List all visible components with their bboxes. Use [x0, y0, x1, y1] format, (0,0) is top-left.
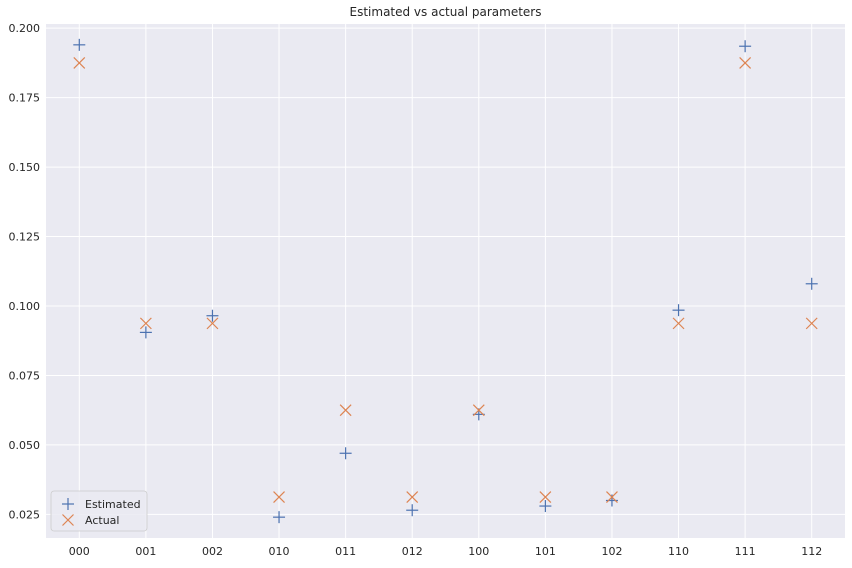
y-tick-label: 0.150 — [9, 161, 41, 174]
actual-point — [539, 491, 552, 503]
x-tick-label: 112 — [801, 545, 822, 558]
x-tick-label: 111 — [735, 545, 756, 558]
y-axis-ticks: 0.025 0.050 0.075 0.100 0.125 0.150 0.175 0.200 — [9, 22, 41, 521]
estimated-point — [206, 309, 219, 322]
x-tick-label: 010 — [269, 545, 290, 558]
y-tick-label: 0.025 — [9, 508, 41, 521]
actual-point — [606, 491, 618, 503]
legend-estimated-marker — [62, 498, 74, 510]
estimated-point — [139, 326, 152, 339]
data-points — [73, 38, 818, 524]
plot-area — [46, 24, 845, 538]
estimated-point — [805, 277, 818, 290]
estimated-point — [539, 500, 552, 513]
actual-point — [406, 491, 419, 503]
estimated-point — [273, 511, 286, 524]
y-tick-label: 0.125 — [9, 231, 41, 244]
grid-lines — [46, 24, 845, 538]
series-actual — [73, 56, 818, 503]
x-tick-label: 011 — [335, 545, 356, 558]
chart-title: Estimated vs actual parameters — [350, 5, 542, 19]
x-tick-label: 012 — [402, 545, 423, 558]
estimated-point — [339, 447, 352, 460]
x-tick-label: 102 — [601, 545, 622, 558]
legend-box — [50, 490, 148, 532]
actual-point — [805, 317, 818, 330]
actual-point — [472, 404, 485, 417]
y-tick-label: 0.075 — [9, 369, 41, 382]
y-tick-label: 0.100 — [9, 300, 41, 313]
x-tick-label: 001 — [135, 545, 156, 558]
estimated-point — [73, 38, 86, 51]
series-estimated — [73, 38, 818, 524]
x-tick-label: 101 — [535, 545, 556, 558]
estimated-point — [406, 504, 419, 517]
y-tick-label: 0.175 — [9, 92, 41, 105]
actual-point — [273, 491, 285, 503]
actual-point — [672, 317, 685, 330]
x-axis-ticks: 000 001 002 010 011 012 100 101 102 110 111 112 — [69, 545, 822, 558]
actual-point — [339, 404, 352, 417]
actual-point — [739, 56, 752, 69]
legend-actual-marker — [62, 514, 74, 526]
y-tick-label: 0.200 — [9, 22, 41, 35]
x-tick-label: 000 — [69, 545, 90, 558]
x-tick-label: 110 — [668, 545, 689, 558]
legend: Estimated Actual — [50, 490, 148, 532]
estimated-point — [672, 304, 685, 317]
actual-point — [206, 317, 219, 330]
actual-point — [73, 56, 86, 69]
legend-label-actual: Actual — [85, 514, 119, 527]
x-tick-label: 100 — [468, 545, 489, 558]
y-tick-label: 0.050 — [9, 439, 41, 452]
legend-label-estimated: Estimated — [85, 498, 141, 511]
x-tick-label: 002 — [202, 545, 223, 558]
actual-point — [139, 317, 152, 330]
estimated-point — [739, 40, 752, 53]
